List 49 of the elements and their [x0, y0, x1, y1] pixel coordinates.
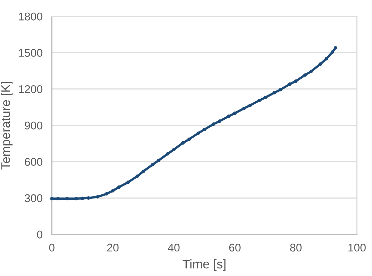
y-tick-label: 1200 — [19, 86, 43, 94]
y-tick-label: 1500 — [19, 49, 43, 58]
point — [66, 197, 70, 201]
point — [324, 57, 328, 61]
point — [111, 189, 115, 193]
point — [212, 122, 216, 126]
point — [117, 186, 121, 190]
point — [258, 99, 262, 102]
point — [264, 96, 268, 100]
point — [304, 74, 307, 78]
point — [334, 46, 338, 50]
x-tick-label: 80 — [290, 244, 302, 252]
point — [142, 170, 146, 174]
y-tick-label: 0 — [37, 230, 43, 239]
y-axis-title: Temperature [K] — [1, 82, 13, 170]
x-tick-label: 100 — [348, 244, 366, 252]
point — [157, 158, 161, 162]
point — [318, 62, 322, 66]
y-tick-label: 300 — [24, 194, 43, 202]
point — [202, 128, 206, 132]
point — [310, 70, 314, 74]
point — [96, 195, 100, 199]
point — [233, 112, 237, 116]
y-tick-label: 900 — [25, 122, 43, 130]
point — [80, 196, 84, 200]
point — [288, 82, 292, 86]
point — [218, 120, 222, 124]
point — [151, 163, 154, 167]
x-tick-label: 40 — [168, 244, 180, 252]
point — [172, 148, 176, 152]
x-tick-label: 60 — [229, 244, 241, 252]
x-tick-label: 0 — [49, 244, 55, 252]
y-tick-label: 1800 — [19, 12, 43, 21]
point — [74, 197, 78, 201]
point — [279, 88, 283, 92]
point — [182, 141, 185, 145]
y-tick-label: 600 — [25, 158, 43, 166]
point — [188, 138, 192, 142]
point — [273, 91, 276, 95]
point — [248, 104, 252, 108]
point — [56, 197, 60, 201]
point — [242, 106, 246, 110]
point — [294, 80, 298, 84]
point — [50, 197, 54, 201]
point — [86, 196, 90, 200]
point — [126, 180, 130, 184]
x-tick-label: 20 — [107, 244, 119, 252]
point — [330, 50, 334, 54]
x-axis-title: Time [s] — [182, 260, 226, 272]
